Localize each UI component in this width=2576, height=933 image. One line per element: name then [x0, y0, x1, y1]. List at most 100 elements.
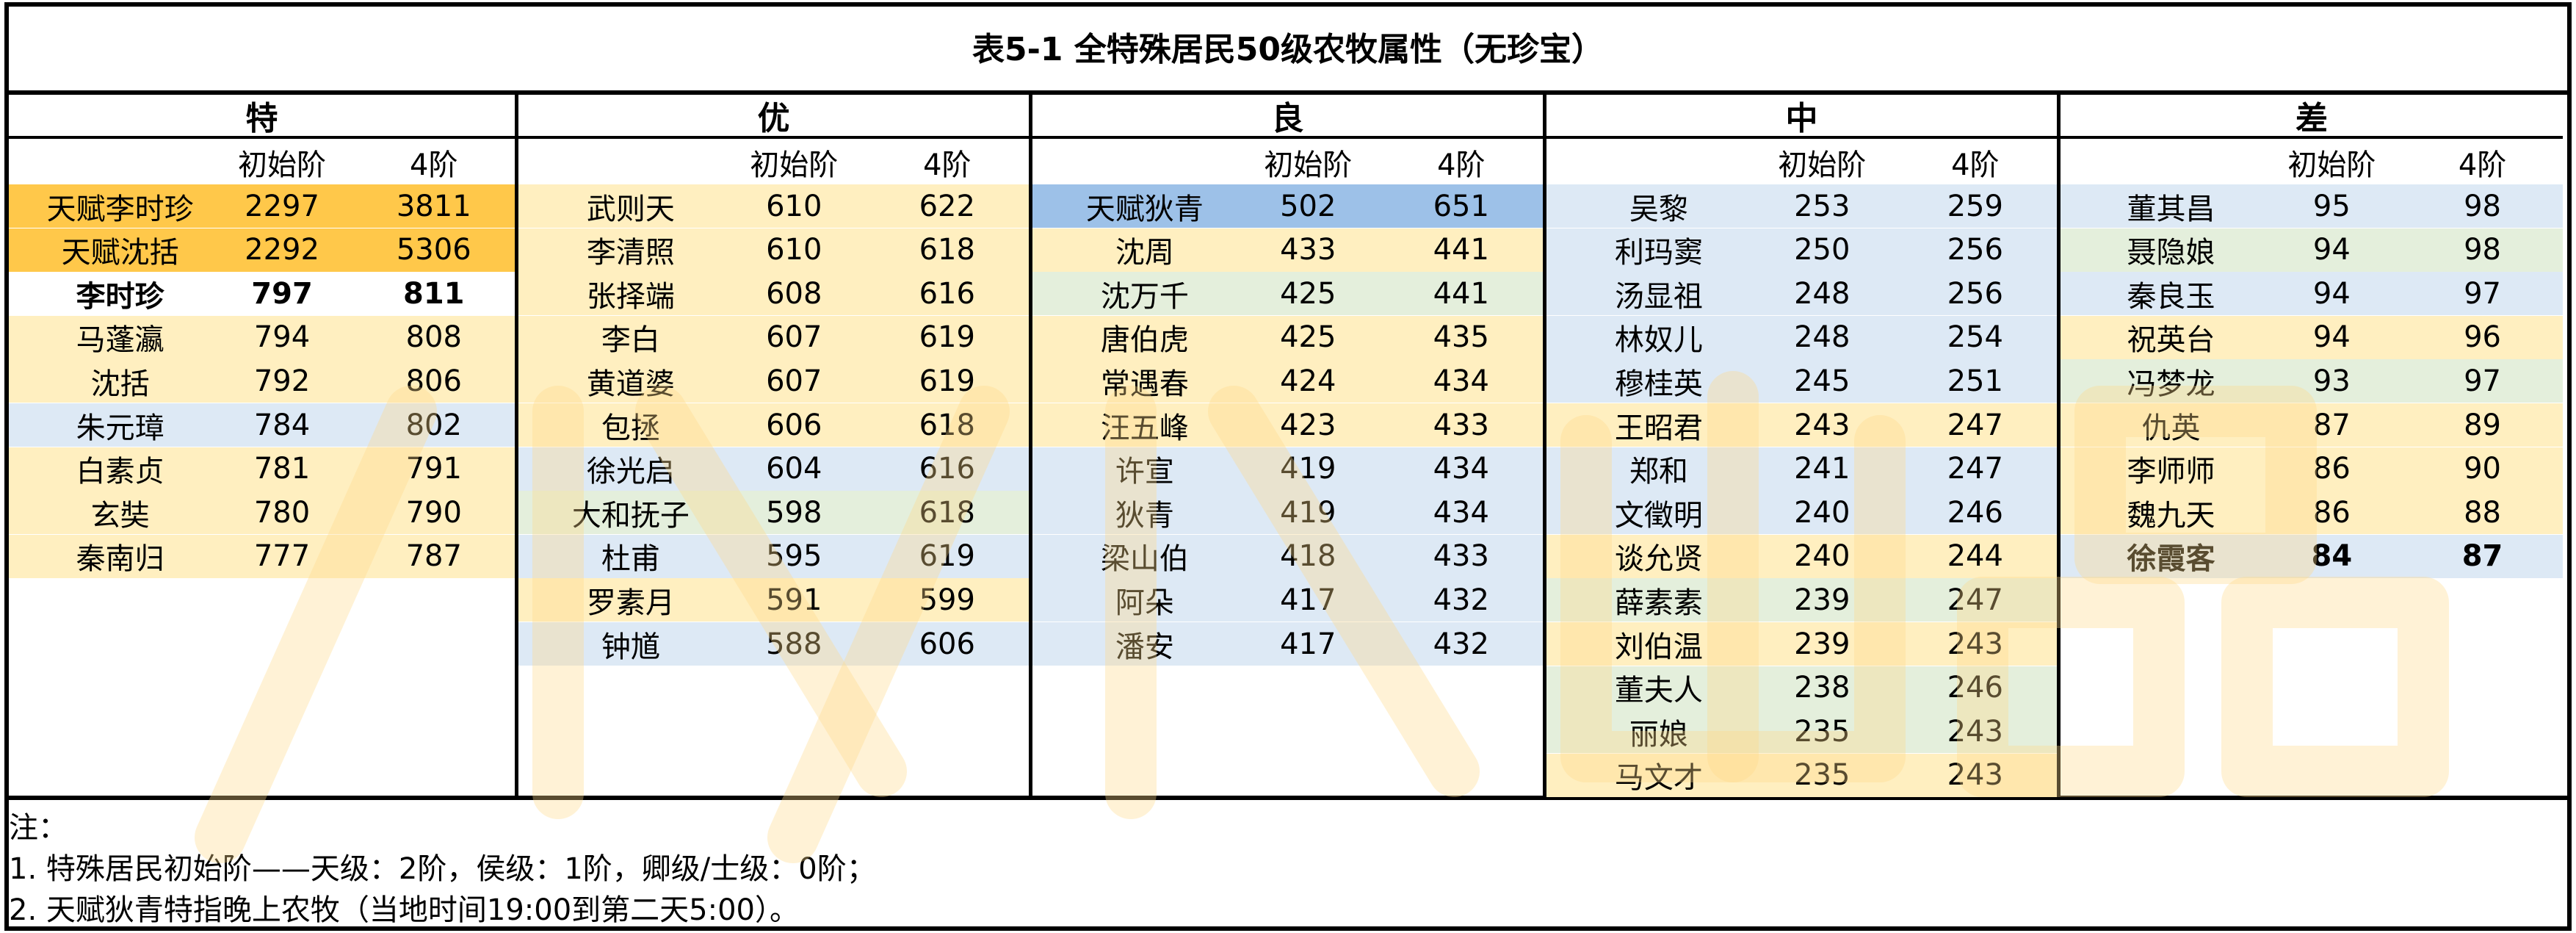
initial-value: 425: [1280, 276, 1336, 311]
initial-value: 419: [1280, 495, 1336, 530]
resident-name: 董其昌: [2127, 192, 2215, 226]
resident-name: 利玛窦: [1614, 236, 1703, 270]
column-headers: 初始阶 4阶: [2061, 140, 2563, 184]
tier4-value: 88: [2464, 495, 2501, 530]
initial-value: 595: [766, 539, 822, 574]
group-column: 优初始阶 4阶 武则天 610 622 李清照 610 618 张择端 608 616 李白 607 61…: [518, 95, 1029, 798]
table-frame: [4, 2, 2572, 931]
initial-value: 423: [1280, 408, 1336, 442]
initial-value: 239: [1794, 627, 1850, 661]
group-header: 差: [2295, 100, 2328, 137]
tier4-value: 606: [919, 627, 975, 661]
table-row: 沈万千 425 441: [1032, 272, 1543, 316]
resident-name: 包拯: [601, 411, 660, 445]
column-divider: [1543, 90, 1546, 798]
table-row: 包拯 606 618: [518, 403, 1029, 447]
initial-value: 781: [253, 452, 311, 486]
resident-name: 文徵明: [1614, 498, 1703, 533]
column-divider: [2057, 90, 2061, 798]
initial-value: 607: [766, 320, 822, 355]
initial-value: 245: [1794, 364, 1850, 398]
initial-value: 794: [253, 320, 311, 355]
column-headers: 初始阶 4阶: [1032, 140, 1543, 184]
resident-name: 沈括: [90, 367, 150, 401]
table-row: 大和抚子 598 618: [518, 491, 1029, 535]
table-row: 武则天 610 622: [518, 184, 1029, 228]
tier4-value: 811: [403, 276, 465, 311]
initial-tier-header: 初始阶: [1778, 148, 1867, 182]
resident-name: 薛素素: [1614, 586, 1703, 620]
table-row: 沈周 433 441: [1032, 228, 1543, 272]
initial-value: 241: [1794, 452, 1850, 486]
column-divider: [1029, 90, 1032, 798]
tier4-value: 254: [1947, 320, 2003, 355]
table-row: 李师师 86 90: [2061, 447, 2563, 491]
initial-value: 94: [2312, 233, 2351, 267]
tier4-value: 98: [2464, 189, 2501, 223]
initial-value: 591: [766, 583, 822, 617]
title-divider: [4, 90, 2572, 95]
tier4-value: 246: [1947, 495, 2003, 530]
table-row: 秦南归 777 787: [9, 534, 515, 578]
table-row: 沈括 792 806: [9, 359, 515, 403]
initial-value: 243: [1794, 408, 1850, 442]
table-row: 利玛窦 250 256: [1546, 228, 2057, 272]
tier4-value: 619: [919, 320, 975, 355]
initial-value: 424: [1280, 364, 1336, 398]
initial-value: 235: [1794, 758, 1850, 793]
resident-name: 李师师: [2127, 455, 2215, 489]
resident-name: 汪五峰: [1100, 411, 1189, 445]
initial-value: 239: [1794, 583, 1850, 617]
resident-name: 张择端: [586, 279, 675, 314]
tier4-value: 90: [2464, 452, 2501, 486]
table-row: 丽娘 235 243: [1546, 710, 2057, 754]
table-row: 徐光启 604 616: [518, 447, 1029, 491]
group-header-divider: [518, 136, 1029, 139]
tier4-value: 244: [1947, 539, 2003, 574]
resident-name: 郑和: [1629, 455, 1688, 489]
column-headers: 初始阶 4阶: [9, 140, 515, 184]
tier4-value: 618: [919, 495, 975, 530]
resident-name: 董夫人: [1614, 674, 1703, 708]
tier4-value: 790: [405, 495, 462, 530]
group-header: 优: [757, 100, 790, 137]
initial-value: 94: [2312, 276, 2351, 311]
resident-name: 李清照: [586, 236, 675, 270]
tier4-value: 618: [919, 233, 975, 267]
resident-name: 魏九天: [2127, 498, 2215, 533]
tier4-header: 4阶: [923, 148, 972, 182]
tier4-value: 791: [405, 452, 462, 486]
table-row: 朱元璋 784 802: [9, 403, 515, 447]
initial-value: 417: [1280, 583, 1336, 617]
table-row: 李清照 610 618: [518, 228, 1029, 272]
resident-name: 梁山伯: [1100, 542, 1189, 577]
table-row: 秦良玉 94 97: [2061, 272, 2563, 316]
initial-value: 248: [1794, 320, 1850, 355]
tier4-value: 434: [1433, 495, 1489, 530]
table-row: 徐霞客 84 87: [2061, 534, 2563, 578]
initial-value: 588: [766, 627, 822, 661]
table-row: 黄道婆 607 619: [518, 359, 1029, 403]
initial-tier-header: 初始阶: [238, 148, 327, 182]
resident-name: 徐霞客: [2127, 542, 2215, 577]
resident-name: 李白: [601, 323, 660, 358]
column-divider: [515, 90, 518, 798]
table-row: 张择端 608 616: [518, 272, 1029, 316]
tier4-value: 441: [1433, 233, 1489, 267]
initial-value: 2292: [245, 233, 319, 267]
table-row: 吴黎 253 259: [1546, 184, 2057, 228]
group-column: 中初始阶 4阶 吴黎 253 259 利玛窦 250 256 汤显祖 248 256 林奴儿 248 25…: [1546, 95, 2057, 798]
initial-value: 248: [1794, 276, 1850, 311]
tier4-value: 622: [919, 189, 975, 223]
tier4-value: 96: [2464, 320, 2501, 355]
initial-value: 93: [2312, 364, 2351, 398]
resident-name: 秦南归: [76, 542, 164, 577]
initial-value: 94: [2312, 320, 2351, 355]
table-row: 阿朵 417 432: [1032, 578, 1543, 622]
tier4-value: 243: [1947, 627, 2003, 661]
table-row: 郑和 241 247: [1546, 447, 2057, 491]
resident-name: 聂隐娘: [2127, 236, 2215, 270]
initial-tier-header: 初始阶: [750, 148, 839, 182]
resident-name: 刘伯温: [1614, 630, 1703, 664]
initial-value: 417: [1280, 627, 1336, 661]
